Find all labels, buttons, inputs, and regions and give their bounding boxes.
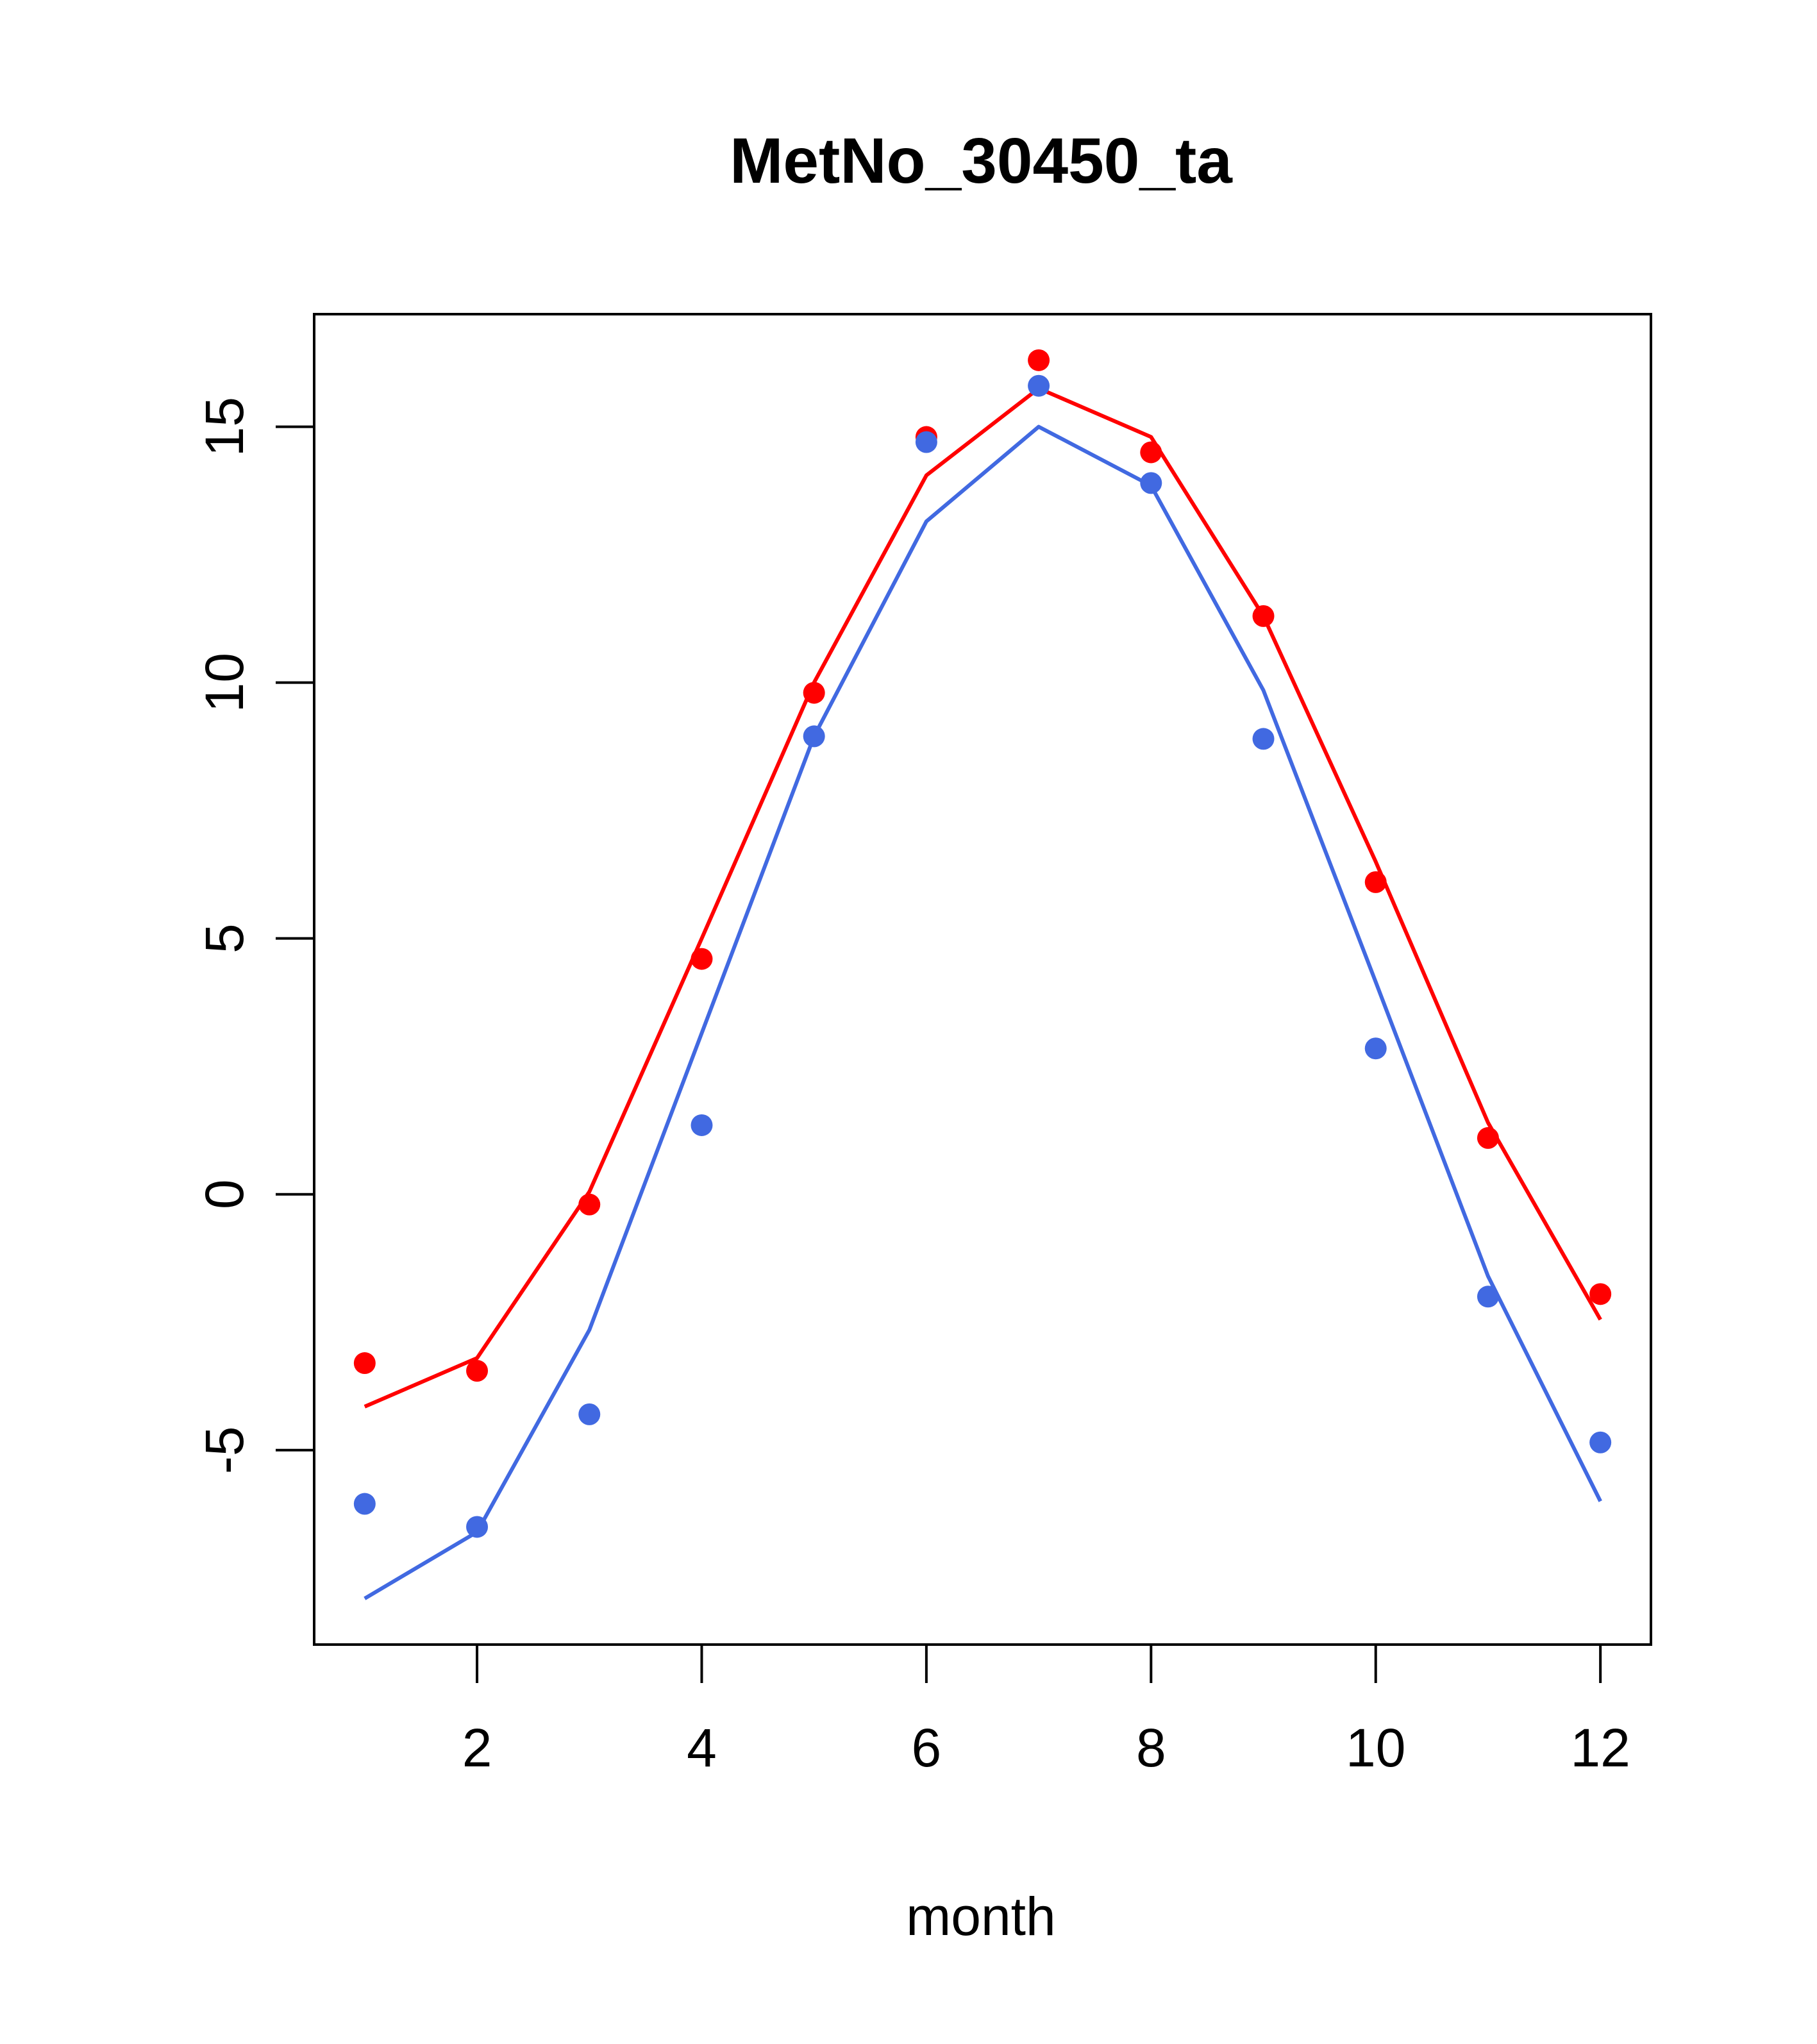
x-tick-label: 10: [1346, 1718, 1405, 1778]
series-2-point: [466, 1516, 489, 1538]
series-2-point: [915, 431, 937, 453]
series-1-point: [578, 1193, 601, 1216]
x-tick-label: 2: [462, 1718, 492, 1778]
y-tick-label: 15: [194, 397, 255, 457]
series-2-point: [1589, 1431, 1612, 1453]
x-axis: 2 4 6 8 10 12: [462, 1643, 1630, 1778]
series-2-point: [1140, 472, 1162, 494]
y-tick-label: 0: [194, 1179, 255, 1209]
plot-frame: [313, 313, 1652, 1646]
x-axis-label: month: [906, 1886, 1055, 1947]
series-2-point: [1477, 1286, 1499, 1308]
series-2-point: [353, 1493, 376, 1515]
series-1-point: [1589, 1283, 1612, 1305]
x-tick-label: 8: [1136, 1718, 1166, 1778]
series-2-point: [1028, 374, 1050, 397]
series-1-point: [803, 682, 825, 704]
series-2-point: [1252, 728, 1275, 750]
y-tick-label: 10: [194, 653, 255, 712]
x-tick-label: 4: [687, 1718, 717, 1778]
plot-series: [353, 349, 1612, 1600]
x-tick-label: 6: [912, 1718, 942, 1778]
y-axis: -5 0 5 10 15: [194, 397, 315, 1474]
x-tick-label: 12: [1570, 1718, 1630, 1778]
y-tick-label: -5: [194, 1426, 255, 1474]
series-2-point: [691, 1114, 713, 1136]
y-tick-label: 5: [194, 923, 255, 953]
series-2-line: [364, 424, 1602, 1600]
chart-title: MetNo_30450_ta: [730, 125, 1233, 197]
series-1-point: [1028, 349, 1050, 371]
series-1-line: [364, 386, 1602, 1409]
series-1-point: [466, 1360, 489, 1382]
series-1-point: [353, 1352, 376, 1375]
series-1-point: [1477, 1127, 1499, 1149]
series-1-point: [1364, 871, 1387, 893]
series-2-point: [1364, 1037, 1387, 1060]
series-1-point: [1252, 605, 1275, 627]
series-1-point: [1140, 441, 1162, 464]
series-2-point: [803, 725, 825, 748]
series-2-point: [578, 1403, 601, 1425]
series-1-point: [691, 948, 713, 970]
